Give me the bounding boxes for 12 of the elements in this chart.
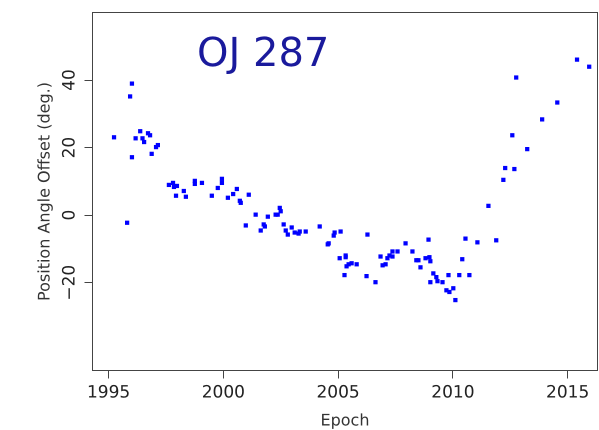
y-tick-label: 40 [60, 69, 80, 91]
x-tick-label: 2010 [431, 382, 475, 402]
y-tick-label: 20 [60, 136, 80, 158]
x-tick-label: 1995 [86, 382, 130, 402]
y-tick-label: 0 [60, 210, 80, 221]
annotation: OJ 287 [197, 30, 330, 76]
x-axis-title: Epoch [320, 410, 370, 430]
y-tick-label: −20 [60, 264, 80, 301]
y-axis-title: Position Angle Offset (deg.) [34, 82, 54, 301]
x-tick-label: 2000 [202, 382, 245, 402]
x-tick-label: 2015 [546, 382, 590, 402]
x-tick-label: 2005 [316, 382, 360, 402]
